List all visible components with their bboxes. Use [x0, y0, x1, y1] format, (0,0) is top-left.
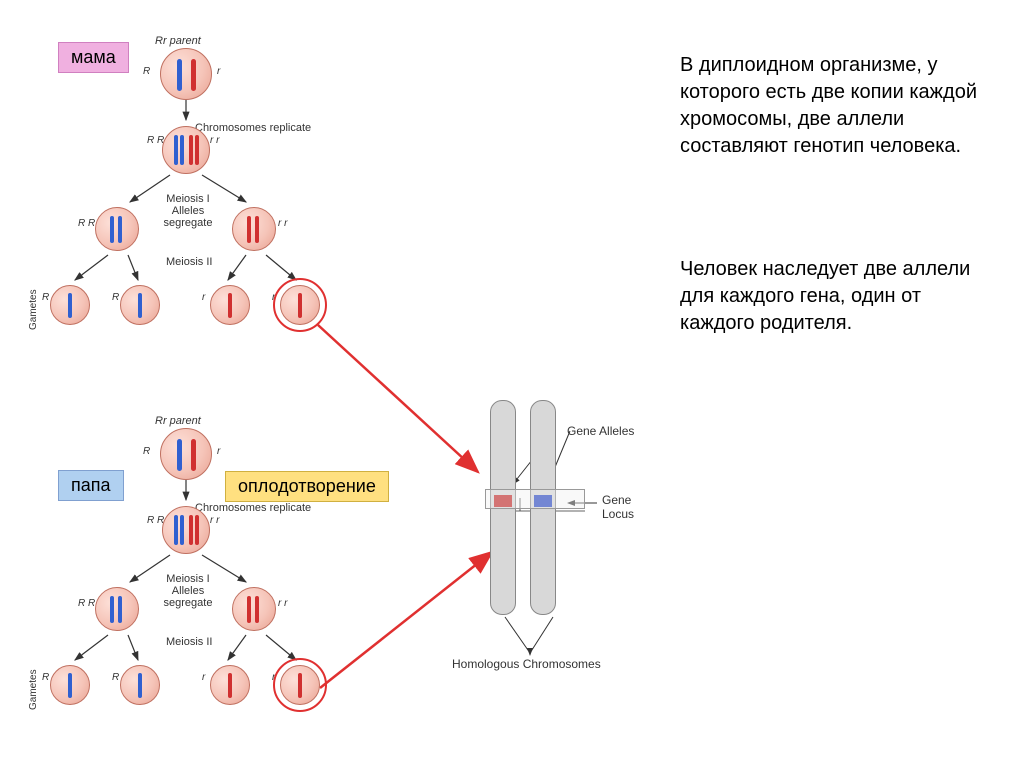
- papa-replicated-cell: [162, 506, 210, 554]
- fertilization-label: оплодотворение: [225, 471, 389, 502]
- allele-RR: R R: [147, 135, 164, 146]
- mama-replicated-cell: [162, 126, 210, 174]
- papa-allele-r1: r: [202, 672, 205, 683]
- paragraph-inheritance: Человек наследует две аллели для каждого…: [680, 256, 990, 337]
- allele-R1: R: [42, 292, 49, 303]
- paragraph-genotype: В диплоидном организме, у которого есть …: [680, 52, 990, 160]
- papa-gamete-3: [210, 665, 250, 705]
- papa-allele-R: R: [143, 446, 150, 457]
- papa-allele-RR2: R R: [78, 598, 95, 609]
- mama-selected-gamete-circle: [273, 278, 327, 332]
- mama-replicate-label: Chromosomes replicate: [195, 122, 311, 134]
- allele-rr: r r: [210, 135, 219, 146]
- papa-gamete-1: [50, 665, 90, 705]
- papa-allele-rr: r r: [210, 515, 219, 526]
- papa-gamete-2: [120, 665, 160, 705]
- allele-rr2: r r: [278, 218, 287, 229]
- gene-alleles-label: Gene Alleles: [567, 424, 634, 438]
- mama-gamete-3: [210, 285, 250, 325]
- mama-m1-cell-left: [95, 207, 139, 251]
- papa-m1-cell-left: [95, 587, 139, 631]
- mama-parent-label: Rr parent: [155, 35, 201, 47]
- papa-meiosis1-label: Meiosis IAlleles segregate: [158, 573, 218, 609]
- gene-locus-bracket: [485, 489, 585, 509]
- papa-gametes-label: Gametes: [28, 669, 39, 710]
- mama-meiosis2-label: Meiosis II: [166, 256, 212, 268]
- homologous-label: Homologous Chromosomes: [452, 657, 601, 671]
- papa-meiosis2-label: Meiosis II: [166, 636, 212, 648]
- mama-gametes-label: Gametes: [28, 289, 39, 330]
- papa-allele-r: r: [217, 446, 220, 457]
- allele-R: R: [143, 66, 150, 77]
- papa-label: папа: [58, 470, 124, 501]
- papa-allele-R1: R: [42, 672, 49, 683]
- allele-R2: R: [112, 292, 119, 303]
- mama-parent-cell: [160, 48, 212, 100]
- gene-locus-label: GeneLocus: [602, 493, 634, 521]
- papa-parent-label: Rr parent: [155, 415, 201, 427]
- papa-allele-R2: R: [112, 672, 119, 683]
- papa-allele-RR: R R: [147, 515, 164, 526]
- papa-replicate-label: Chromosomes replicate: [195, 502, 311, 514]
- mama-meiosis1-label: Meiosis IAlleles segregate: [158, 193, 218, 229]
- papa-parent-cell: [160, 428, 212, 480]
- mama-gamete-1: [50, 285, 90, 325]
- papa-allele-rr2: r r: [278, 598, 287, 609]
- mama-gamete-2: [120, 285, 160, 325]
- papa-m1-cell-right: [232, 587, 276, 631]
- mama-label: мама: [58, 42, 129, 73]
- mama-m1-cell-right: [232, 207, 276, 251]
- papa-selected-gamete-circle: [273, 658, 327, 712]
- allele-r1: r: [202, 292, 205, 303]
- allele-r: r: [217, 66, 220, 77]
- allele-RR2: R R: [78, 218, 95, 229]
